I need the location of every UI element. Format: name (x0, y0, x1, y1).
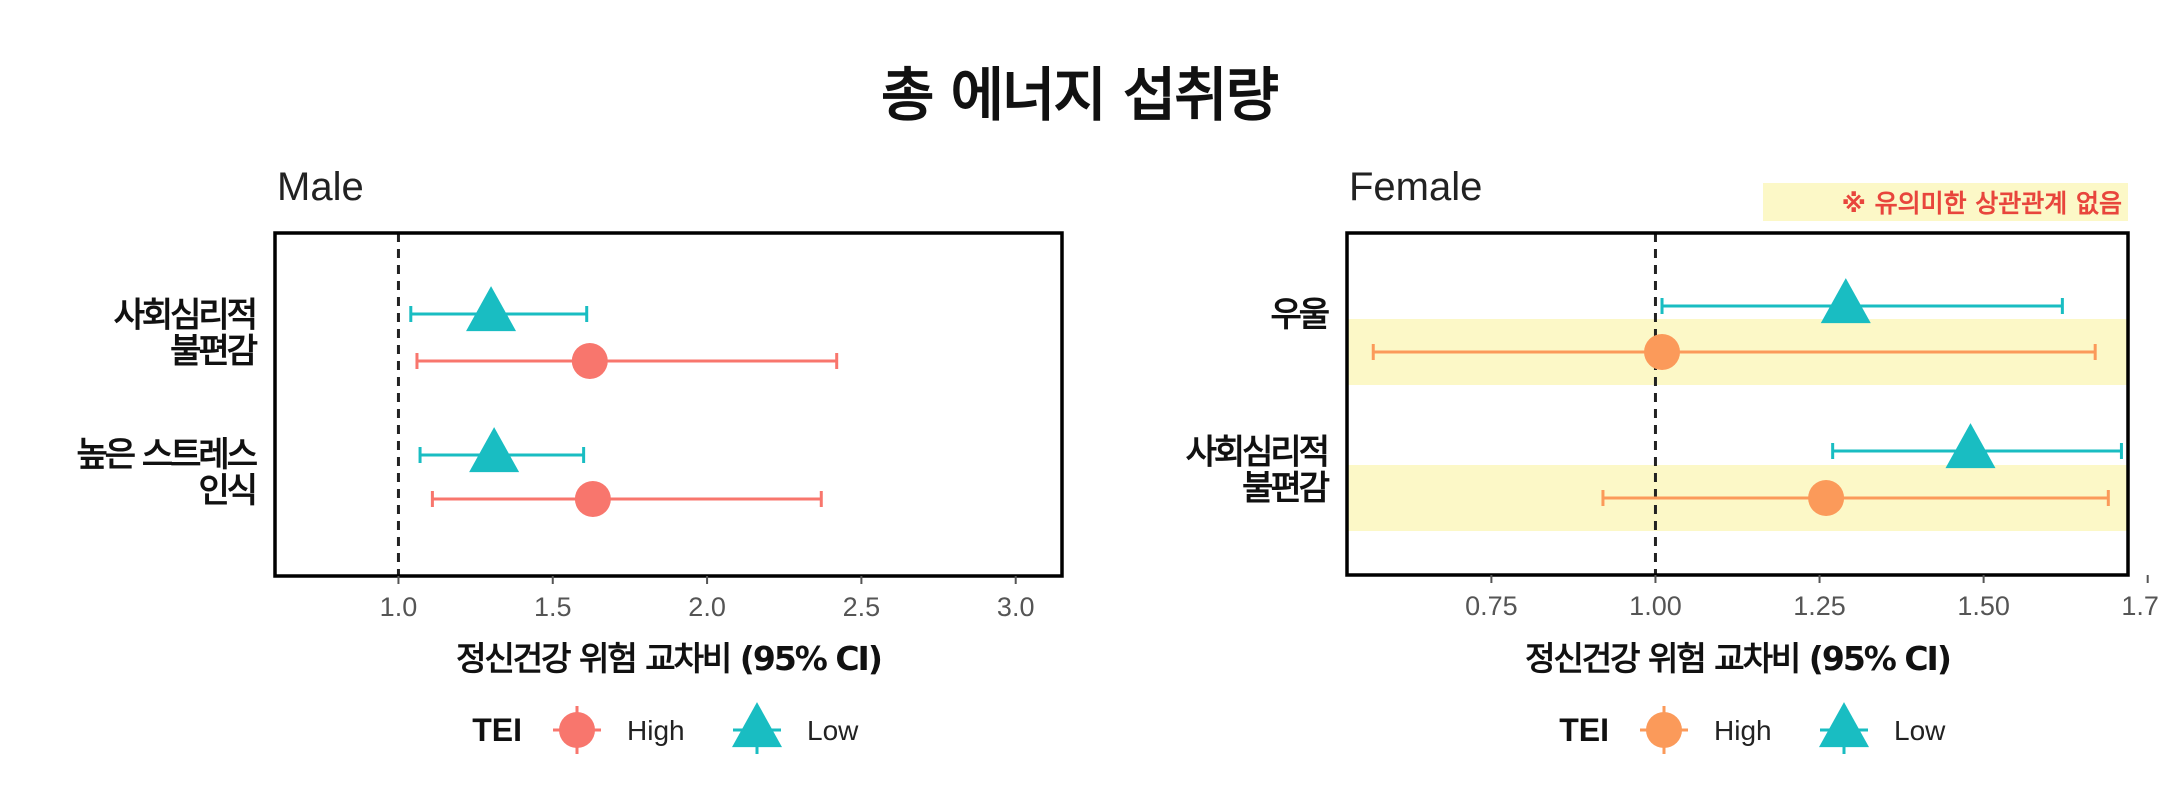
point-low-triangle (466, 286, 517, 332)
significance-note: ※ 유의미한 상관관계 없음 (1842, 189, 2122, 218)
x-axis-title: 정신건강 위험 교차비 (95% CI) (1525, 639, 1950, 678)
legend-label-low: Low (1894, 715, 1946, 746)
category-label: 우울 (1270, 295, 1329, 335)
category-label: 높은 스트레스 (76, 435, 257, 475)
plot-frame (273, 231, 1064, 578)
legend-label-high: High (1714, 715, 1772, 746)
x-axis-title: 정신건강 위험 교차비 (95% CI) (456, 639, 881, 678)
category-label: 인식 (198, 471, 255, 511)
point-low-triangle (1820, 278, 1871, 324)
panel-title: Female (1349, 165, 1482, 209)
point-low-triangle (1945, 423, 1996, 469)
legend-low-triangle (732, 702, 782, 748)
x-tick-label: 1.5 (534, 592, 572, 622)
legend-low-triangle (1819, 702, 1869, 748)
category-label: 사회심리적 (1186, 433, 1327, 473)
x-tick-label: 1.75 (2121, 591, 2158, 621)
x-tick-label: 2.5 (843, 592, 881, 622)
x-tick-label: 1.25 (1793, 591, 1846, 621)
note-highlight (1763, 183, 2128, 221)
point-high-circle (1644, 334, 1681, 370)
point-low-triangle (469, 427, 520, 473)
point-high-circle (1808, 480, 1845, 516)
legend-high-circle (559, 712, 595, 748)
legend-label-low: Low (807, 715, 859, 746)
panel-title: Male (277, 165, 364, 209)
legend-label-high: High (627, 715, 685, 746)
category-label: 사회심리적 (114, 296, 255, 336)
category-label: 불편감 (170, 332, 258, 372)
plot-frame (1345, 231, 2130, 577)
legend-high-circle (1646, 712, 1682, 748)
category-label: 불편감 (1242, 469, 1330, 509)
x-tick-label: 1.00 (1629, 591, 1682, 621)
x-tick-label: 3.0 (997, 592, 1035, 622)
legend-title: TEI (472, 712, 522, 748)
figure-title: 총 에너지 섭취량 (881, 61, 1279, 129)
x-tick-label: 2.0 (688, 592, 726, 622)
x-tick-label: 1.50 (1957, 591, 2010, 621)
x-tick-label: 1.0 (380, 592, 418, 622)
x-tick-label: 0.75 (1465, 591, 1518, 621)
point-high-circle (574, 481, 611, 517)
point-high-circle (571, 343, 608, 379)
legend-title: TEI (1559, 712, 1609, 748)
